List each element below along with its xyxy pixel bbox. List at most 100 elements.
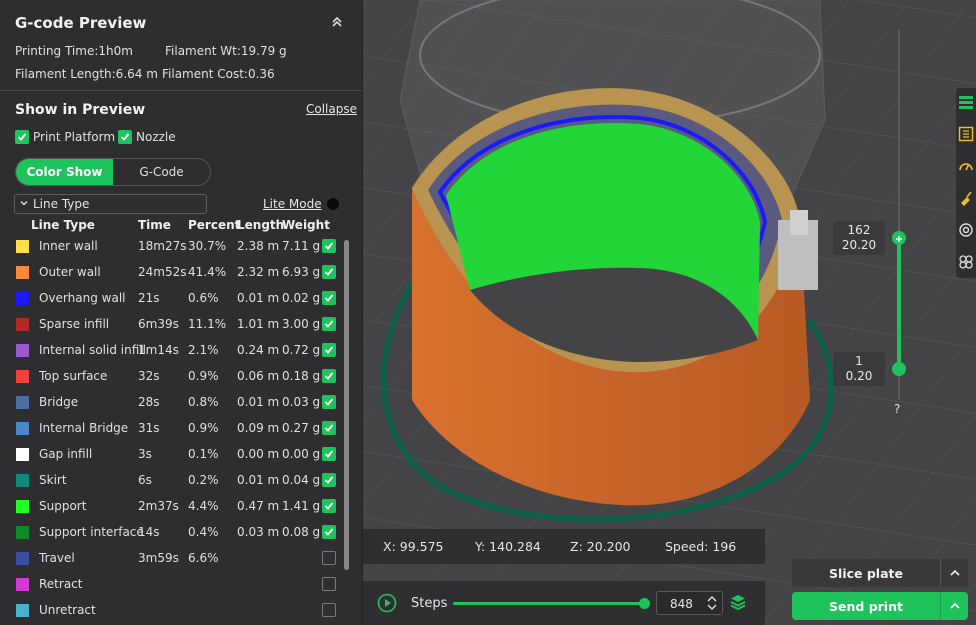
printing-time: Printing Time:1h0m <box>15 44 133 58</box>
flower-icon[interactable] <box>958 254 974 270</box>
line-type-name: Skirt <box>39 473 67 487</box>
lite-mode-link[interactable]: Lite Mode <box>263 197 322 211</box>
line-weight: 1.41 g <box>282 499 321 513</box>
line-color-swatch <box>16 422 29 435</box>
steps-handle[interactable] <box>639 598 650 609</box>
table-row[interactable]: Internal solid infill 1m14s 2.1% 0.24 m 0.72… <box>0 338 345 364</box>
line-percent: 0.2% <box>188 473 219 487</box>
checkbox-checked-icon[interactable] <box>322 239 336 253</box>
checkbox-checked-icon[interactable] <box>322 291 336 305</box>
tab-color-show[interactable]: Color Show <box>16 159 113 185</box>
filament-length: Filament Length:6.64 m <box>15 67 158 81</box>
print-platform-toggle[interactable]: Print Platform <box>15 130 115 144</box>
checkbox-unchecked-icon[interactable] <box>322 577 336 591</box>
checkbox-checked-icon[interactable] <box>322 317 336 331</box>
tab-gcode[interactable]: G-Code <box>139 165 184 179</box>
steps-label: Steps <box>411 596 448 611</box>
line-type-name: Outer wall <box>39 265 101 279</box>
checkbox-checked-icon[interactable] <box>118 130 132 144</box>
layer-top-handle[interactable] <box>892 231 906 245</box>
coord-y: Y: 140.284 <box>475 539 541 554</box>
stepper-arrows-icon[interactable] <box>706 594 718 615</box>
line-percent: 4.4% <box>188 499 219 513</box>
checkbox-unchecked-icon[interactable] <box>322 551 336 565</box>
line-percent: 0.9% <box>188 421 219 435</box>
steps-slider[interactable] <box>453 602 647 605</box>
line-weight: 0.18 g <box>282 369 321 383</box>
layer-top-height: 20.20 <box>841 238 877 252</box>
nozzle-toggle[interactable]: Nozzle <box>118 130 176 144</box>
table-row[interactable]: Outer wall 24m52s 41.4% 2.32 m 6.93 g <box>0 260 345 286</box>
collapse-link[interactable]: Collapse <box>306 102 357 116</box>
play-icon[interactable] <box>377 593 397 613</box>
checkbox-checked-icon[interactable] <box>322 369 336 383</box>
checkbox-checked-icon[interactable] <box>322 395 336 409</box>
layers-stack-icon[interactable] <box>729 593 747 611</box>
line-color-swatch <box>16 370 29 383</box>
checkbox-checked-icon[interactable] <box>322 343 336 357</box>
speedometer-icon[interactable] <box>958 158 974 174</box>
send-print-button[interactable]: Send print <box>829 598 903 614</box>
filament-weight: Filament Wt:19.79 g <box>165 44 287 58</box>
layer-bottom-label: 1 0.20 <box>833 352 885 386</box>
line-time: 6m39s <box>138 317 179 331</box>
checkbox-checked-icon[interactable] <box>322 265 336 279</box>
checkbox-checked-icon[interactable] <box>322 447 336 461</box>
line-type-select-value: Line Type <box>33 197 90 211</box>
send-print-group: Send print <box>792 592 968 620</box>
chevron-down-icon <box>19 197 29 211</box>
line-length: 0.00 m <box>237 447 280 461</box>
checkbox-unchecked-icon[interactable] <box>322 603 336 617</box>
checkbox-checked-icon[interactable] <box>15 130 29 144</box>
table-row[interactable]: Bridge 28s 0.8% 0.01 m 0.03 g <box>0 390 345 416</box>
table-row[interactable]: Unretract <box>0 598 345 624</box>
line-type-name: Support interface <box>39 525 144 539</box>
table-row[interactable]: Skirt 6s 0.2% 0.01 m 0.04 g <box>0 468 345 494</box>
line-length: 0.01 m <box>237 291 280 305</box>
slice-plate-button[interactable]: Slice plate <box>829 565 903 581</box>
line-color-swatch <box>16 500 29 513</box>
line-color-swatch <box>16 396 29 409</box>
table-row[interactable]: Inner wall 18m27s 30.7% 2.38 m 7.11 g <box>0 234 345 260</box>
table-row[interactable]: Sparse infill 6m39s 11.1% 1.01 m 3.00 g <box>0 312 345 338</box>
line-color-swatch <box>16 292 29 305</box>
layer-top-number: 162 <box>847 223 871 237</box>
print-options-chevron-up-icon[interactable] <box>940 592 968 620</box>
brush-icon[interactable] <box>958 190 974 206</box>
line-color-swatch <box>16 318 29 331</box>
checkbox-checked-icon[interactable] <box>322 421 336 435</box>
layer-help-icon[interactable]: ? <box>894 402 901 416</box>
layer-slider-track[interactable] <box>898 30 900 400</box>
collapse-chevron-icon[interactable] <box>330 14 346 30</box>
checkbox-checked-icon[interactable] <box>322 473 336 487</box>
line-length: 0.03 m <box>237 525 280 539</box>
table-row[interactable]: Top surface 32s 0.9% 0.06 m 0.18 g <box>0 364 345 390</box>
line-length: 0.47 m <box>237 499 280 513</box>
table-row[interactable]: Overhang wall 21s 0.6% 0.01 m 0.02 g <box>0 286 345 312</box>
table-row[interactable]: Gap infill 3s 0.1% 0.00 m 0.00 g <box>0 442 345 468</box>
line-type-select[interactable]: Line Type <box>14 194 207 214</box>
table-row[interactable]: Support interface 14s 0.4% 0.03 m 0.08 g <box>0 520 345 546</box>
line-length: 0.09 m <box>237 421 280 435</box>
table-row[interactable]: Internal Bridge 31s 0.9% 0.09 m 0.27 g <box>0 416 345 442</box>
slice-options-chevron-up-icon[interactable] <box>940 559 968 587</box>
table-row[interactable]: Support 2m37s 4.4% 0.47 m 1.41 g <box>0 494 345 520</box>
checkbox-checked-icon[interactable] <box>322 525 336 539</box>
line-color-swatch <box>16 448 29 461</box>
table-row[interactable]: Travel 3m59s 6.6% <box>0 546 345 572</box>
steps-input[interactable]: 848 <box>656 591 723 615</box>
target-icon[interactable] <box>958 222 974 238</box>
line-percent: 41.4% <box>188 265 227 279</box>
grid-icon[interactable] <box>958 126 974 142</box>
filament-cost: Filament Cost:0.36 <box>162 67 275 81</box>
line-percent: 30.7% <box>188 239 227 253</box>
line-type-name: Internal solid infill <box>39 343 146 357</box>
lite-mode-toggle[interactable] <box>327 198 339 210</box>
table-row[interactable]: Retract <box>0 572 345 598</box>
layers-icon[interactable] <box>958 94 974 110</box>
table-scrollbar[interactable] <box>344 240 349 570</box>
checkbox-checked-icon[interactable] <box>322 499 336 513</box>
layer-bottom-handle[interactable] <box>892 362 906 376</box>
line-time: 2m37s <box>138 499 179 513</box>
